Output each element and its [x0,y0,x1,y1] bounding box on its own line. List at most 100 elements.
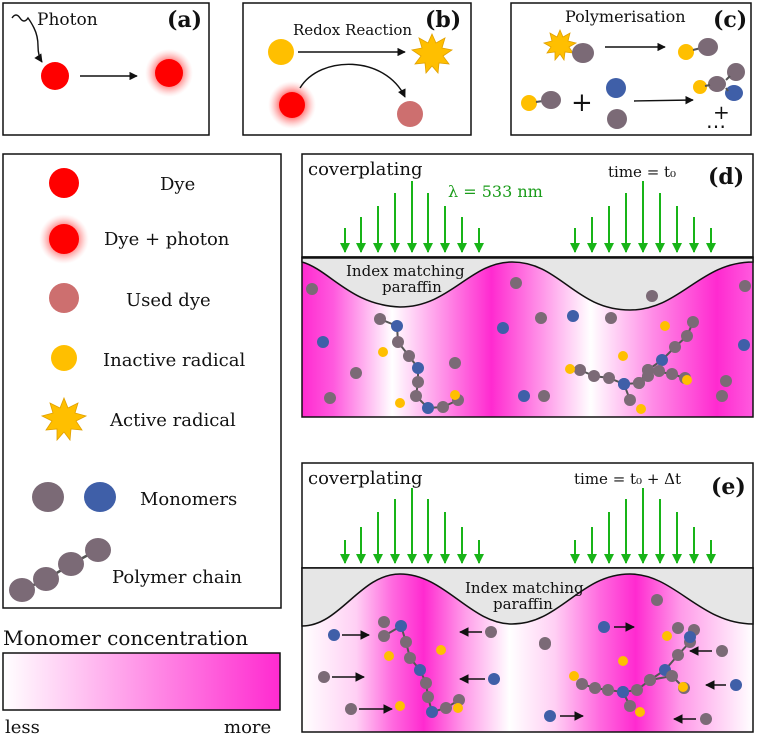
inactive-radical-icon [51,345,77,371]
monomer-grey-icon [589,682,601,694]
monomer-grey-icon [422,691,434,703]
monomer-blue-icon [544,710,556,722]
dye-icon [41,62,69,90]
panel-a-label: (a) [167,7,202,33]
panel-e: coverplating time = t₀ + Δt (e) Index ma… [301,462,754,733]
monomer-grey-icon [716,645,728,657]
laser-arrows [340,181,716,253]
monomer-grey-icon [318,671,330,683]
monomer-blue-icon [738,339,750,351]
active-radical-icon [410,33,454,74]
monomer-grey-icon [378,630,390,642]
monomer-grey-icon [510,277,522,289]
colorbar: Monomer concentration less more [2,626,281,738]
monomer-grey-icon [437,401,449,413]
coverplating-label: coverplating [308,159,422,180]
monomer-grey-icon [576,678,588,690]
coverplating-label: coverplating [308,468,422,489]
polymer-bond [581,629,695,694]
monomer-grey-icon [666,670,678,682]
monomer-grey-icon [651,594,663,606]
monomer-blue-icon [426,706,438,718]
monomer-grey-icon [412,376,424,388]
radical-icon [450,390,460,400]
ellipsis: ⋯ [706,114,726,138]
polymer-bond [383,624,460,714]
paraffin-label-1: Index matching [465,579,584,597]
paraffin-layer [301,257,754,311]
plus-sign: + [713,100,730,124]
panel-c-label: (c) [713,7,747,33]
monomer-grey-icon [669,341,681,353]
monomer-blue-icon [317,336,329,348]
monomer-grey-icon [727,63,745,81]
monomer-grey-icon [602,684,614,696]
dye-icon [49,168,79,198]
radical-icon [436,645,446,655]
wavelength-label: λ = 533 nm [448,182,543,201]
monomer-grey-icon [716,390,728,402]
monomer-grey-icon [32,482,64,512]
monomer-grey-icon [404,652,416,664]
monomer-blue-icon [684,631,696,643]
radical-icon [678,44,694,60]
photon-caption: Photon [37,10,98,30]
panel-c: Polymerisation (c) + + ⋯ [510,2,752,138]
monomer-blue-icon [567,310,579,322]
photon-wave [11,14,43,63]
monomer-grey-icon [708,76,726,92]
monomer-blue-icon [84,482,116,512]
radical-icon [378,347,388,357]
legend-dye: Dye [160,174,195,195]
arrow-icon [299,63,406,98]
monomer-grey-icon [700,713,712,725]
monomer-grey-icon [633,377,645,389]
monomer-grey-icon [345,703,357,715]
panel-d: coverplating time = t₀ (d) λ = 533 nm In… [301,153,754,418]
monomer-grey-icon [538,390,550,402]
monomer-blue-icon [395,620,407,632]
monomer-grey-icon [420,677,432,689]
monomer-grey-icon [535,312,547,324]
panel-b-label: (b) [425,7,461,33]
monomer-grey-icon [603,372,615,384]
monomer-grey-icon [541,91,561,109]
monomer-grey-icon [403,350,415,362]
paraffin-label-2: paraffin [382,278,442,296]
laser-arrows [340,488,716,564]
monomer-blue-icon [618,378,630,390]
active-radical-icon [542,28,578,62]
used-dye-icon [397,101,423,127]
monomer-blue-icon [606,78,626,98]
bond [704,75,731,92]
colorbar-more: more [224,717,271,738]
monomer-grey-icon [720,375,732,387]
time-label: time = t₀ [608,163,676,181]
radical-icon [395,701,405,711]
radical-icon [569,671,579,681]
monomer-blue-icon [328,629,340,641]
monomer-grey-icon [644,674,656,686]
monomer-grey-icon [653,365,665,377]
polymer-bond [379,318,459,410]
monomer-grey-icon [350,367,362,379]
colorbar-less: less [5,717,40,738]
monomer-grey-icon [607,109,627,129]
radical-icon [384,651,394,661]
monomer-grey-icon [624,394,636,406]
sample-region: Index matching paraffin [301,256,754,418]
dye-photon-core [49,224,79,254]
monomer-grey-icon [646,290,658,302]
monomer-blue-icon [412,362,424,374]
paraffin-layer [301,567,754,627]
legend-used-dye: Used dye [126,290,211,311]
radical-icon [662,631,672,641]
inactive-radical-icon [268,39,294,65]
monomer-grey-icon [631,684,643,696]
polymerisation-caption: Polymerisation [565,7,686,26]
radical-icon [682,375,692,385]
polymer-chain-icon [9,538,111,602]
monomer-blue-icon [518,390,530,402]
monomer-grey-icon [378,616,390,628]
